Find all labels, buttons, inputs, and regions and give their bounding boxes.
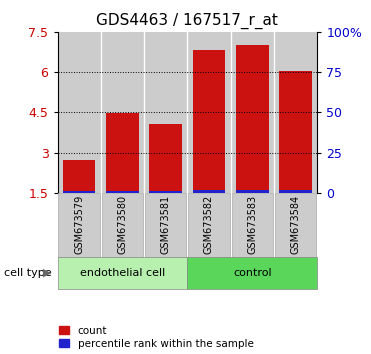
FancyBboxPatch shape: [275, 193, 316, 257]
Bar: [193, 50, 225, 193]
Text: GSM673581: GSM673581: [161, 195, 171, 255]
FancyBboxPatch shape: [102, 193, 143, 257]
Bar: [144, 32, 187, 193]
Bar: [187, 32, 231, 193]
Bar: [150, 190, 182, 193]
Bar: [106, 191, 139, 193]
Title: GDS4463 / 167517_r_at: GDS4463 / 167517_r_at: [96, 13, 278, 29]
Bar: [236, 45, 269, 193]
Bar: [236, 190, 269, 193]
Bar: [231, 32, 274, 193]
Bar: [63, 160, 95, 193]
Bar: [150, 124, 182, 193]
Text: control: control: [233, 268, 272, 278]
Bar: [279, 71, 312, 193]
Text: GSM673584: GSM673584: [290, 195, 301, 255]
Text: GSM673579: GSM673579: [74, 195, 84, 255]
Bar: [279, 190, 312, 193]
Text: cell type: cell type: [4, 268, 51, 278]
Legend: count, percentile rank within the sample: count, percentile rank within the sample: [59, 326, 254, 349]
Bar: [106, 113, 139, 193]
Text: GSM673580: GSM673580: [118, 195, 127, 255]
FancyBboxPatch shape: [58, 193, 100, 257]
Text: endothelial cell: endothelial cell: [80, 268, 165, 278]
FancyBboxPatch shape: [145, 193, 187, 257]
Bar: [58, 32, 101, 193]
FancyBboxPatch shape: [188, 193, 230, 257]
Bar: [193, 190, 225, 193]
Bar: [274, 32, 317, 193]
Text: GSM673582: GSM673582: [204, 195, 214, 255]
Bar: [63, 191, 95, 193]
FancyBboxPatch shape: [232, 193, 273, 257]
Text: GSM673583: GSM673583: [247, 195, 257, 255]
Bar: [101, 32, 144, 193]
Text: ▶: ▶: [43, 268, 51, 278]
